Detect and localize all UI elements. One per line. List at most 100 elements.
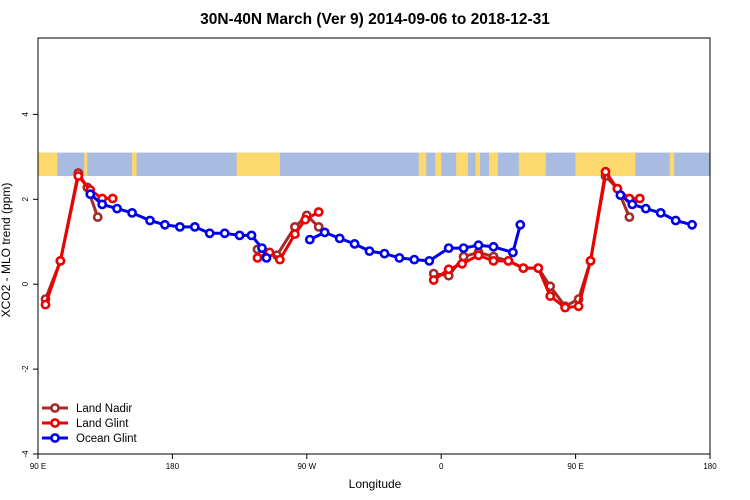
data-point: [261, 252, 272, 263]
data-point: [508, 247, 518, 258]
x-axis: 90 E 180 90 W 0 90 E 180: [30, 454, 717, 471]
x-tick-label: 180: [166, 462, 180, 471]
data-point: [394, 252, 405, 263]
x-tick-label: 90 W: [297, 462, 316, 471]
land-block: [456, 152, 469, 176]
legend-label: Land Glint: [76, 418, 129, 430]
x-tick-label: 90 E: [567, 462, 583, 471]
land-block: [236, 152, 280, 176]
data-point: [313, 221, 324, 232]
data-point: [112, 203, 122, 214]
data-point: [473, 250, 484, 261]
data-point: [274, 254, 285, 265]
legend-item: Ocean Glint: [42, 433, 138, 445]
series-line: [432, 170, 640, 310]
legend-item: Land Glint: [42, 418, 129, 430]
data-point: [92, 212, 103, 222]
data-point: [246, 230, 257, 241]
data-point: [289, 229, 300, 239]
data-point: [458, 243, 469, 253]
y-tick-label: -4: [21, 450, 30, 458]
data-point: [488, 255, 499, 266]
data-point: [189, 221, 200, 232]
data-point: [560, 302, 570, 313]
data-point: [533, 263, 544, 273]
data-point: [457, 258, 467, 269]
data-point: [624, 212, 635, 222]
land-block: [518, 152, 546, 176]
data-point: [515, 219, 526, 230]
land-block: [575, 152, 636, 176]
y-tick-label: 4: [21, 112, 30, 117]
legend: Land Nadir Land Glint Ocean Glint: [42, 403, 138, 445]
data-point: [443, 243, 454, 253]
data-point: [545, 291, 556, 301]
data-point: [174, 221, 185, 232]
data-point: [97, 199, 108, 210]
series-ocean-glint: [85, 189, 697, 266]
data-point: [319, 227, 330, 238]
legend-swatch-marker: [50, 433, 60, 443]
data-point: [687, 219, 697, 230]
data-point: [409, 254, 420, 265]
legend-item: Land Nadir: [42, 403, 132, 415]
x-tick-label: 180: [703, 462, 717, 471]
data-point: [127, 207, 137, 218]
x-axis-label: Longitude: [349, 477, 402, 491]
data-point: [40, 299, 51, 310]
land-block: [84, 152, 88, 176]
data-point: [145, 215, 155, 226]
data-point: [503, 255, 514, 266]
data-point: [304, 234, 315, 245]
data-point: [349, 238, 360, 249]
data-point: [518, 263, 529, 273]
y-tick-label: -2: [21, 365, 30, 373]
series-land-glint: [40, 166, 645, 313]
data-point: [73, 171, 84, 181]
land-block: [669, 152, 675, 176]
data-point: [107, 193, 118, 204]
data-point: [85, 189, 96, 200]
data-point: [159, 219, 170, 230]
data-point: [364, 246, 375, 256]
data-point: [257, 243, 267, 253]
land-block: [435, 152, 442, 176]
y-tick-label: 0: [21, 281, 30, 286]
data-point: [573, 301, 584, 312]
data-point: [55, 255, 66, 266]
legend-label: Ocean Glint: [76, 433, 138, 445]
legend-label: Land Nadir: [76, 403, 132, 415]
data-point: [600, 166, 611, 177]
data-point: [488, 241, 499, 252]
legend-swatch-marker: [50, 403, 60, 413]
data-point: [204, 228, 215, 239]
y-tick-label: 2: [21, 197, 30, 202]
land-block: [488, 152, 498, 176]
y-axis: -4 -2 0 2 4: [21, 112, 38, 458]
data-point: [424, 255, 435, 266]
land-block: [38, 152, 58, 176]
land-block: [418, 152, 427, 176]
data-point: [627, 199, 638, 210]
data-point: [640, 203, 651, 214]
data-point: [473, 240, 484, 251]
data-point: [379, 248, 390, 259]
x-tick-label: 0: [439, 462, 444, 471]
data-point: [334, 233, 345, 244]
data-point: [585, 255, 596, 266]
data-point: [670, 215, 681, 226]
land-block: [132, 152, 137, 176]
data-point: [300, 214, 311, 225]
data-point: [252, 252, 263, 263]
data-point: [655, 207, 666, 218]
data-point: [234, 230, 245, 241]
plot-frame: [37, 37, 711, 455]
data-point: [219, 228, 230, 239]
chart-title: 30N-40N March (Ver 9) 2014-09-06 to 2018…: [200, 11, 550, 28]
x-tick-label: 90 E: [30, 462, 46, 471]
data-point: [428, 275, 439, 285]
land-ocean-map-band: [38, 152, 710, 176]
data-point: [313, 207, 324, 217]
land-block: [475, 152, 481, 176]
